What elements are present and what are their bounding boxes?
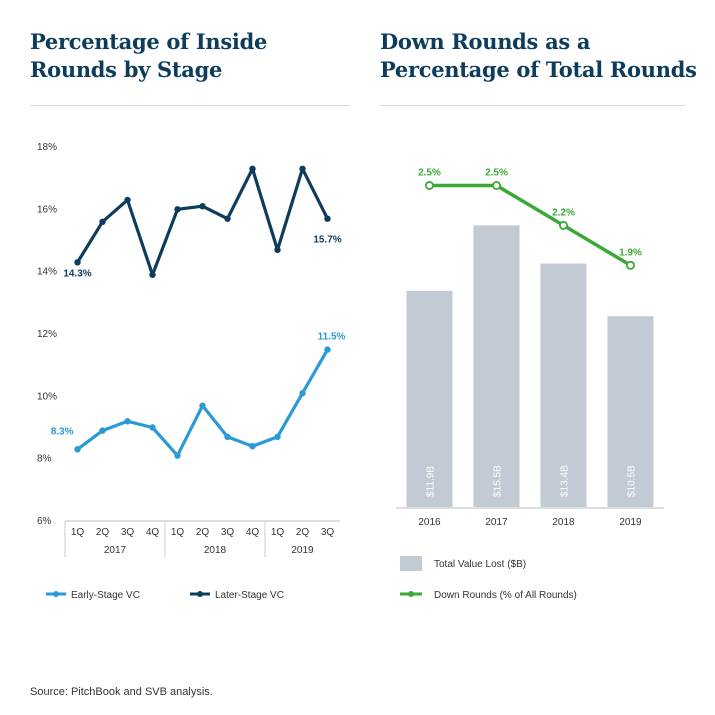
down-rounds-point bbox=[559, 220, 569, 230]
x-tick-label: 2019 bbox=[619, 517, 642, 528]
early-stage-legend-label: Early-Stage VC bbox=[71, 590, 140, 601]
later-stage-data-point bbox=[324, 215, 331, 222]
later-stage-data-point bbox=[124, 196, 131, 204]
x-tick-label: 2Q bbox=[96, 527, 110, 538]
x-tick-label: 1Q bbox=[271, 527, 285, 538]
early-stage-end-label: 11.5% bbox=[318, 332, 346, 343]
later-stage-legend-marker bbox=[197, 591, 203, 597]
later-stage-data-point bbox=[249, 165, 256, 173]
x-year-label: 2018 bbox=[204, 545, 227, 556]
early-stage-data-point bbox=[149, 424, 156, 431]
value-lost-bar bbox=[607, 316, 654, 507]
x-tick-label: 2017 bbox=[485, 517, 508, 528]
down-rounds-label: 2.5% bbox=[418, 168, 441, 179]
down-rounds-label: 1.9% bbox=[619, 247, 642, 258]
later-stage-data-point bbox=[224, 215, 231, 222]
down-rounds-label: 2.5% bbox=[485, 168, 508, 179]
early-stage-data-point bbox=[324, 346, 331, 353]
down-rounds-point bbox=[491, 180, 501, 190]
early-stage-data-point bbox=[99, 427, 106, 434]
later-stage-series-line bbox=[76, 167, 329, 277]
x-tick-label: 2018 bbox=[552, 517, 575, 528]
down-rounds-label: 2.2% bbox=[552, 207, 575, 218]
later-stage-start-label: 14.3% bbox=[63, 268, 91, 279]
value-lost-legend-label: Total Value Lost ($B) bbox=[434, 559, 526, 570]
y-tick-label: 12% bbox=[37, 329, 57, 340]
title-line: Rounds by Stage bbox=[30, 57, 223, 82]
down-rounds-legend-marker bbox=[408, 591, 414, 597]
x-tick-label: 3Q bbox=[221, 527, 235, 538]
right-title-divider bbox=[380, 105, 685, 106]
later-stage-data-point bbox=[174, 206, 181, 213]
x-tick-label: 2016 bbox=[418, 517, 441, 528]
down-rounds-point bbox=[626, 260, 636, 270]
x-tick-label: 4Q bbox=[146, 527, 160, 538]
bar-value-label: $11.9B bbox=[426, 466, 437, 497]
title-line: Down Rounds as a bbox=[380, 29, 591, 54]
y-tick-label: 18% bbox=[37, 142, 57, 153]
later-stage-data-point bbox=[299, 165, 306, 173]
x-tick-label: 3Q bbox=[121, 527, 135, 538]
bar-value-label: $13.4B bbox=[560, 465, 571, 497]
value-lost-bar bbox=[540, 263, 587, 507]
early-stage-data-point bbox=[124, 418, 131, 425]
early-stage-legend-marker bbox=[53, 591, 59, 597]
early-stage-data-point bbox=[299, 390, 306, 397]
value-lost-bar bbox=[473, 225, 520, 507]
y-tick-label: 8% bbox=[37, 454, 52, 465]
title-line: Percentage of Inside bbox=[30, 29, 268, 54]
later-stage-data-point bbox=[274, 246, 281, 254]
x-tick-label: 3Q bbox=[321, 527, 335, 538]
later-stage-end-label: 15.7% bbox=[313, 235, 341, 246]
x-year-label: 2017 bbox=[104, 545, 127, 556]
value-lost-bar bbox=[406, 290, 453, 507]
y-tick-label: 16% bbox=[37, 204, 57, 215]
later-stage-data-point bbox=[199, 203, 206, 210]
title-line: Percentage of Total Rounds bbox=[380, 57, 697, 82]
x-tick-label: 2Q bbox=[196, 527, 210, 538]
x-tick-label: 4Q bbox=[246, 527, 260, 538]
bar-value-label: $10.5B bbox=[627, 465, 638, 497]
early-stage-data-point bbox=[274, 433, 281, 441]
early-stage-data-point bbox=[174, 452, 181, 459]
x-tick-label: 1Q bbox=[171, 527, 185, 538]
later-stage-data-point bbox=[74, 259, 81, 266]
early-stage-data-point bbox=[74, 446, 81, 453]
down-rounds-line bbox=[429, 183, 632, 267]
bar-value-label: $15.5B bbox=[493, 465, 504, 497]
value-lost-legend-swatch bbox=[400, 556, 422, 571]
early-stage-data-point bbox=[249, 443, 256, 450]
y-tick-label: 14% bbox=[37, 267, 57, 278]
later-stage-data-point bbox=[149, 271, 156, 278]
left-title-divider bbox=[30, 105, 350, 106]
right-chart-title: Down Rounds as a Percentage of Total Roun… bbox=[380, 28, 700, 84]
x-year-label: 2019 bbox=[291, 545, 314, 556]
x-tick-label: 1Q bbox=[71, 527, 85, 538]
x-tick-label: 2Q bbox=[296, 527, 310, 538]
y-tick-label: 6% bbox=[37, 516, 52, 527]
early-stage-data-point bbox=[199, 402, 206, 409]
left-chart-title: Percentage of Inside Rounds by Stage bbox=[30, 28, 330, 84]
source-note: Source: PitchBook and SVB analysis. bbox=[30, 686, 213, 698]
down-rounds-legend-label: Down Rounds (% of All Rounds) bbox=[434, 590, 577, 601]
early-stage-start-label: 8.3% bbox=[51, 426, 74, 437]
later-stage-data-point bbox=[99, 218, 106, 225]
down-rounds-point bbox=[424, 180, 434, 190]
later-stage-legend-label: Later-Stage VC bbox=[215, 590, 284, 601]
y-tick-label: 10% bbox=[37, 391, 57, 402]
early-stage-data-point bbox=[224, 433, 231, 441]
